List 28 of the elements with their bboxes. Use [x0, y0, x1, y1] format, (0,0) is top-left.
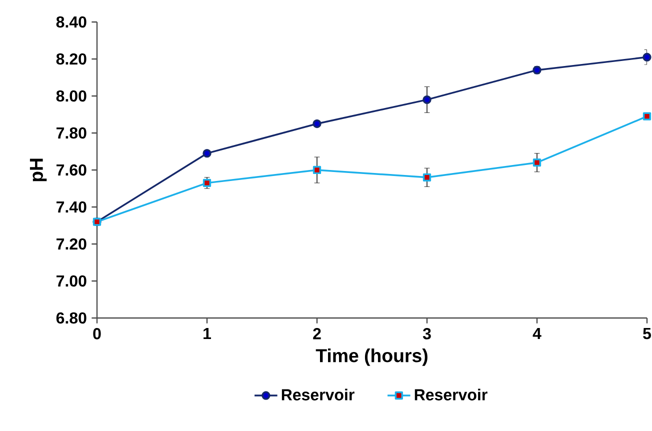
point — [422, 173, 432, 182]
point — [532, 158, 542, 167]
legend-label: Reservoir — [282, 388, 354, 400]
x-tick-label: 3 — [422, 328, 431, 340]
y-tick-label: 8.00 — [56, 90, 86, 102]
y-axis-title: pH — [30, 158, 47, 182]
x-tick-label: 1 — [204, 328, 212, 340]
y-tick-label: 7.40 — [56, 201, 86, 213]
x-tick-label: 2 — [313, 328, 321, 340]
x-tick-label: 4 — [532, 328, 542, 340]
point — [642, 52, 652, 62]
x-axis-title: Time (hours) — [316, 348, 428, 366]
legend-label: Reservoir — [414, 388, 488, 400]
y-tick-label: 8.20 — [56, 53, 86, 65]
y-tick-label: 7.80 — [56, 127, 86, 139]
point — [312, 119, 322, 128]
point — [202, 149, 212, 158]
x-tick-label: 5 — [643, 328, 651, 340]
y-tick-label: 7.20 — [56, 238, 86, 250]
point — [312, 166, 322, 174]
y-tick-label: 7.00 — [56, 275, 86, 287]
point — [642, 112, 652, 120]
y-tick-label: 7.60 — [56, 164, 86, 176]
x-tick-label: 0 — [93, 328, 101, 340]
point — [422, 95, 432, 104]
y-tick-label: 6.80 — [56, 312, 86, 324]
point — [202, 178, 212, 188]
y-tick-label: 8.40 — [56, 16, 86, 28]
